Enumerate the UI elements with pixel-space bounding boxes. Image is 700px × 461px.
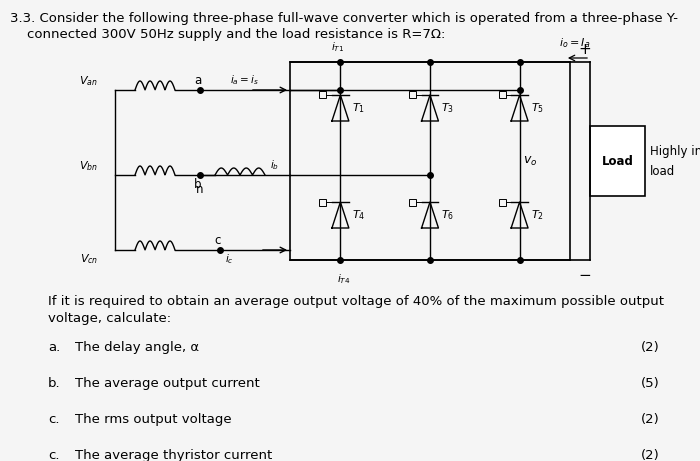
Text: The average thyristor current: The average thyristor current — [75, 449, 272, 461]
Text: c.: c. — [48, 449, 60, 461]
Text: (5): (5) — [641, 377, 660, 390]
Text: 3.3. Consider the following three-phase full-wave converter which is operated fr: 3.3. Consider the following three-phase … — [10, 12, 678, 25]
Text: $V_{cn}$: $V_{cn}$ — [80, 252, 98, 266]
Text: $T_5$: $T_5$ — [531, 101, 544, 115]
Bar — [409, 91, 416, 99]
Text: (2): (2) — [641, 341, 660, 354]
Text: n: n — [196, 183, 204, 196]
Text: $i_a = i_s$: $i_a = i_s$ — [230, 73, 259, 87]
Text: The delay angle, α: The delay angle, α — [75, 341, 199, 354]
Text: $T_1$: $T_1$ — [352, 101, 365, 115]
Text: If it is required to obtain an average output voltage of 40% of the maximum poss: If it is required to obtain an average o… — [48, 295, 664, 308]
Bar — [590, 126, 645, 196]
Text: $V_{an}$: $V_{an}$ — [79, 74, 98, 88]
Bar — [498, 91, 505, 99]
Text: $v_o$: $v_o$ — [523, 154, 537, 167]
Text: $T_4$: $T_4$ — [352, 208, 365, 222]
Text: load: load — [650, 165, 676, 177]
Text: $T_3$: $T_3$ — [442, 101, 454, 115]
Text: c: c — [215, 234, 221, 247]
Text: The rms output voltage: The rms output voltage — [75, 413, 232, 426]
Text: $V_{bn}$: $V_{bn}$ — [79, 159, 98, 173]
Bar — [290, 62, 570, 260]
Bar — [498, 199, 505, 206]
Text: $i_{T4}$: $i_{T4}$ — [337, 272, 350, 286]
Text: voltage, calculate:: voltage, calculate: — [48, 312, 171, 325]
Bar — [409, 199, 416, 206]
Text: Highly inductive: Highly inductive — [650, 144, 700, 158]
Text: (2): (2) — [641, 449, 660, 461]
Text: a: a — [195, 74, 202, 87]
Text: Load: Load — [601, 154, 634, 167]
Text: $T_2$: $T_2$ — [531, 208, 544, 222]
Text: $i_o = I_a$: $i_o = I_a$ — [559, 36, 591, 50]
Bar — [319, 91, 326, 99]
Text: $i_b$: $i_b$ — [270, 158, 279, 172]
Text: $T_6$: $T_6$ — [442, 208, 454, 222]
Text: c.: c. — [48, 413, 60, 426]
Text: −: − — [579, 268, 592, 283]
Text: $i_{T1}$: $i_{T1}$ — [330, 40, 344, 54]
Text: The average output current: The average output current — [75, 377, 260, 390]
Text: +: + — [579, 42, 592, 57]
Text: b: b — [195, 178, 202, 191]
Bar — [319, 199, 326, 206]
Text: a.: a. — [48, 341, 60, 354]
Text: connected 300V 50Hz supply and the load resistance is R=7Ω:: connected 300V 50Hz supply and the load … — [27, 28, 445, 41]
Text: $i_c$: $i_c$ — [225, 252, 234, 266]
Text: (2): (2) — [641, 413, 660, 426]
Text: b.: b. — [48, 377, 61, 390]
